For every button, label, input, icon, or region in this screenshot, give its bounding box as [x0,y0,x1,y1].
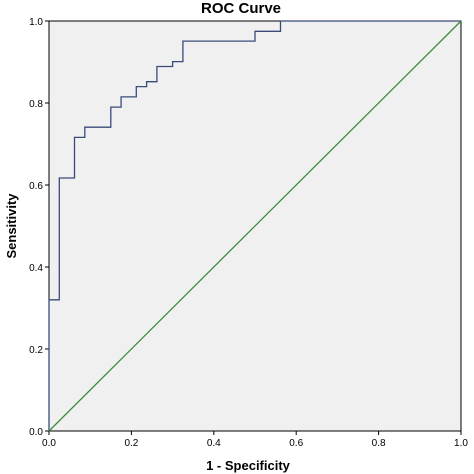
chart-title: ROC Curve [201,0,281,17]
roc-curve-line [48,20,461,431]
y-axis-label: Sensitivity [4,193,19,259]
x-axis-label: 1 - Specificity [206,458,291,473]
y-tick-label: 0.8 [29,99,43,110]
x-tick-label: 1.0 [454,438,468,449]
series-group [48,20,462,432]
y-tick-label: 0.0 [29,427,43,438]
axis-ticks: 0.0 0.2 0.4 0.6 0.8 1.0 0.0 0.2 0.4 0.6 0.8 1.0 [29,17,468,449]
y-tick-label: 0.6 [29,181,43,192]
x-tick-label: 0.6 [289,438,303,449]
x-tick-label: 0.2 [124,438,138,449]
reference-diagonal-line [48,20,462,432]
x-tick-label: 0.8 [372,438,386,449]
x-tick-label: 0.4 [207,438,221,449]
x-tick-label: 0.0 [42,438,56,449]
y-tick-label: 0.4 [29,263,43,274]
y-tick-label: 0.2 [29,345,43,356]
y-tick-label: 1.0 [29,17,43,28]
